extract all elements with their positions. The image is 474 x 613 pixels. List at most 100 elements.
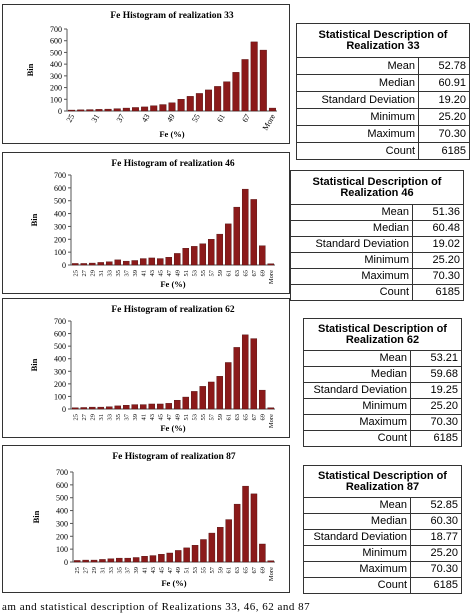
stats-table-33: Statistical Description of Realization 3… bbox=[296, 23, 470, 160]
stats-table-title: Statistical Description of Realization 6… bbox=[303, 318, 462, 351]
stat-label: Count bbox=[290, 284, 413, 301]
stat-value: 70.30 bbox=[410, 414, 462, 431]
histogram-bar bbox=[233, 503, 241, 563]
stat-value: 25.20 bbox=[410, 545, 462, 562]
y-tick-label: 300 bbox=[56, 519, 68, 528]
x-tick-label: 33 bbox=[106, 270, 113, 277]
x-tick-label: 25 bbox=[72, 414, 79, 421]
x-tick-label: 35 bbox=[116, 567, 123, 574]
x-tick-label: 37 bbox=[125, 566, 132, 573]
histogram-bar bbox=[90, 559, 98, 563]
histogram-bar bbox=[267, 263, 275, 266]
histogram-bar bbox=[177, 99, 185, 112]
stat-label: Mean bbox=[303, 497, 411, 514]
x-tick-label: 29 bbox=[91, 567, 98, 574]
x-tick-label: 67 bbox=[251, 269, 258, 276]
y-tick-label: 600 bbox=[56, 481, 68, 490]
x-tick-label: 67 bbox=[251, 566, 258, 573]
histogram-bar bbox=[259, 543, 266, 563]
y-tick-label: 200 bbox=[56, 532, 68, 541]
histogram-bar bbox=[242, 485, 249, 563]
histogram-bar bbox=[225, 519, 232, 563]
stat-label: Median bbox=[290, 220, 413, 237]
x-tick-label: 41 bbox=[142, 567, 149, 574]
x-tick-label: 31 bbox=[98, 270, 105, 277]
stat-value: 70.30 bbox=[412, 268, 464, 285]
x-tick-label: More bbox=[261, 112, 278, 132]
stat-value: 52.78 bbox=[418, 57, 470, 75]
stat-value: 6185 bbox=[412, 284, 464, 301]
x-tick-label: More bbox=[268, 567, 275, 581]
y-axis-label: Bin bbox=[25, 63, 35, 76]
histogram-bar bbox=[250, 41, 258, 112]
stat-value: 60.30 bbox=[410, 513, 462, 530]
x-tick-label: More bbox=[268, 270, 275, 284]
x-tick-label: 45 bbox=[157, 270, 164, 277]
histogram-87: Fe Histogram of realization 87 0 100 200 300… bbox=[31, 452, 275, 588]
chart-title: Fe Histogram of realization 33 bbox=[110, 11, 234, 21]
histogram-bar bbox=[141, 556, 148, 563]
x-tick-label: 33 bbox=[106, 414, 113, 421]
x-tick-label: 45 bbox=[157, 414, 164, 421]
stat-value: 25.20 bbox=[410, 398, 462, 415]
histogram-bar bbox=[173, 253, 181, 266]
histogram-panel-62: Fe Histogram of realization 62 0 100 200 300… bbox=[2, 298, 290, 438]
y-tick-label: 0 bbox=[62, 405, 66, 414]
histogram-bar bbox=[186, 96, 194, 112]
x-tick-label: 53 bbox=[191, 414, 198, 421]
histogram-bar bbox=[258, 389, 266, 410]
y-tick-label: 500 bbox=[54, 342, 66, 351]
stat-value: 25.20 bbox=[418, 108, 470, 126]
x-tick-label: 25 bbox=[72, 270, 79, 277]
x-tick-label: 61 bbox=[215, 113, 227, 124]
histogram-bar bbox=[73, 560, 81, 563]
stat-label: Mean bbox=[290, 204, 413, 221]
x-tick-label: 27 bbox=[81, 269, 88, 276]
x-tick-label: 47 bbox=[167, 566, 174, 573]
histogram-bar bbox=[190, 246, 198, 266]
stat-label: Median bbox=[303, 513, 411, 530]
x-tick-label: 39 bbox=[132, 270, 139, 277]
y-tick-label: 200 bbox=[54, 380, 66, 389]
x-tick-label: 63 bbox=[234, 270, 241, 277]
histogram-bar bbox=[156, 258, 164, 266]
histogram-bar bbox=[232, 72, 240, 112]
x-tick-label: 69 bbox=[259, 414, 266, 421]
x-tick-label: 43 bbox=[149, 414, 156, 421]
x-tick-label: 63 bbox=[234, 567, 241, 574]
stats-table-87: Statistical Description of Realization 8… bbox=[303, 465, 462, 594]
histogram-bar bbox=[97, 406, 105, 410]
x-tick-label: 65 bbox=[242, 414, 249, 421]
histogram-bar bbox=[68, 109, 76, 112]
x-tick-label: 41 bbox=[140, 270, 147, 277]
x-tick-label: 45 bbox=[158, 567, 165, 574]
histogram-46: Fe Histogram of realization 46 0 100 200 300… bbox=[29, 159, 275, 289]
histogram-bar bbox=[205, 89, 213, 112]
histogram-bar bbox=[80, 263, 88, 266]
stat-label: Minimum bbox=[303, 398, 411, 415]
histogram-bar bbox=[71, 263, 79, 266]
histogram-bar bbox=[139, 258, 147, 266]
x-tick-label: 67 bbox=[240, 113, 252, 124]
x-tick-label: 49 bbox=[165, 113, 177, 124]
histogram-bar bbox=[95, 109, 103, 112]
x-tick-label: 57 bbox=[208, 269, 215, 276]
stat-value: 70.30 bbox=[410, 561, 462, 578]
stat-label: Mean bbox=[296, 57, 419, 75]
histogram-bar bbox=[139, 404, 147, 410]
histogram-bar bbox=[250, 493, 258, 563]
x-tick-label: 51 bbox=[184, 567, 191, 574]
histogram-bar bbox=[122, 405, 130, 410]
stat-value: 6185 bbox=[418, 142, 470, 160]
stat-label: Median bbox=[303, 366, 411, 383]
y-tick-label: 0 bbox=[62, 261, 66, 270]
x-tick-label: 29 bbox=[89, 414, 96, 421]
stat-value: 59.68 bbox=[410, 366, 462, 383]
y-axis-label: Bin bbox=[31, 510, 41, 523]
stat-label: Minimum bbox=[296, 108, 419, 126]
y-tick-label: 0 bbox=[58, 107, 62, 116]
x-axis-label: Fe (%) bbox=[160, 423, 185, 433]
x-tick-label: 53 bbox=[192, 567, 199, 574]
x-tick-label: 55 bbox=[200, 270, 207, 277]
x-axis-label: Fe (%) bbox=[161, 578, 186, 588]
